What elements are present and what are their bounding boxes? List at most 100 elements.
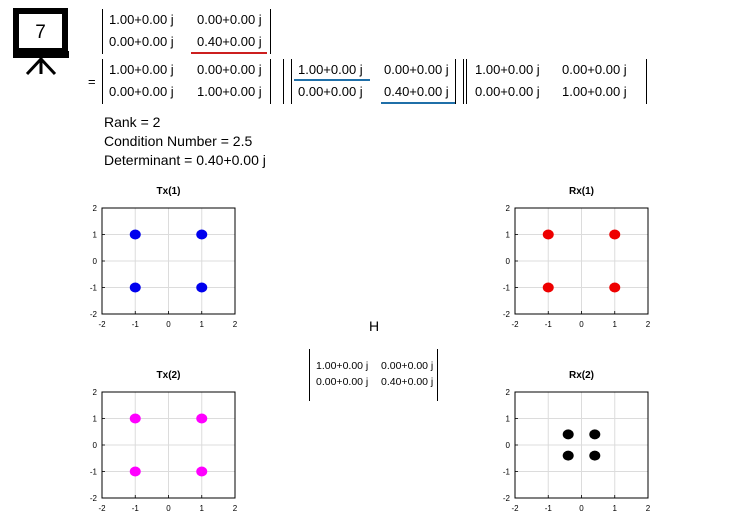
matrix-cell: 0.00+0.00 j (197, 12, 262, 27)
y-tick-label: 2 (506, 204, 511, 213)
y-tick-label: 0 (93, 257, 98, 266)
chart-tx2: Tx(2) -2 -1 0 1 2 2 1 0 -1 -2 (90, 370, 238, 513)
determinant-text: Determinant = 0.40+0.00 j (104, 152, 266, 168)
data-point (542, 229, 554, 240)
x-tick-label: 1 (613, 504, 618, 513)
data-point (609, 229, 621, 240)
matrix-cell: 0.00+0.00 j (298, 84, 363, 99)
matrix-cell: 0.40+0.00 j (197, 34, 262, 49)
y-tick-label: -2 (90, 494, 98, 503)
singular-value-underline (191, 52, 267, 54)
y-tick-label: 0 (506, 441, 511, 450)
x-tick-label: 2 (646, 504, 651, 513)
y-tick-label: -1 (90, 284, 98, 293)
x-tick-label: 0 (579, 504, 584, 513)
matrix-cell: 0.00+0.00 j (109, 34, 174, 49)
x-tick-label: 0 (166, 504, 171, 513)
chart-title: Rx(1) (569, 186, 594, 197)
chart-rx2: Rx(2) -2 -1 0 1 2 2 1 0 -1 -2 (503, 370, 651, 513)
data-point (196, 466, 208, 477)
channel-matrix-top: 1.00+0.00 j 0.00+0.00 j 0.00+0.00 j 0.40… (102, 9, 272, 54)
matrix-cell: 1.00+0.00 j (475, 62, 540, 77)
y-tick-label: 2 (93, 388, 98, 397)
data-point (129, 229, 141, 240)
chart-rx1: Rx(1) -2 -1 0 1 2 2 1 0 -1 -2 (503, 186, 651, 329)
plot-frame (101, 207, 236, 315)
x-tick-label: -1 (132, 320, 140, 329)
presentation-board-icon (13, 8, 69, 76)
data-point (609, 282, 621, 293)
x-tick-label: -1 (132, 504, 140, 513)
condition-number-text: Condition Number = 2.5 (104, 133, 253, 149)
svd-s-matrix: 1.00+0.00 j 0.00+0.00 j 0.00+0.00 j 0.40… (283, 59, 465, 104)
y-tick-label: 2 (93, 204, 98, 213)
chart-tx1: Tx(1) -2 -1 0 1 2 2 1 0 -1 -2 (90, 186, 238, 329)
svd-u-matrix: 1.00+0.00 j 0.00+0.00 j 0.00+0.00 j 1.00… (102, 59, 272, 104)
y-tick-label: 2 (506, 388, 511, 397)
y-tick-label: 1 (506, 231, 511, 240)
x-tick-label: -2 (511, 320, 519, 329)
data-point (196, 282, 208, 293)
matrix-cell: 0.00+0.00 j (475, 84, 540, 99)
plot-frame (514, 391, 649, 499)
x-tick-label: 0 (166, 320, 171, 329)
x-tick-label: 2 (233, 320, 238, 329)
singular-value-underline (381, 102, 455, 104)
y-tick-label: -2 (503, 494, 511, 503)
matrix-cell: 1.00+0.00 j (316, 360, 369, 372)
channel-matrix: 1.00+0.00 j 0.00+0.00 j 0.00+0.00 j 0.40… (309, 349, 439, 401)
x-tick-label: 1 (613, 320, 618, 329)
x-tick-label: -2 (98, 320, 106, 329)
data-point (562, 450, 574, 461)
channel-label: H (369, 318, 380, 334)
x-tick-label: -2 (98, 504, 106, 513)
y-tick-label: 1 (93, 231, 98, 240)
data-point (562, 429, 574, 440)
equals-sign: = (88, 74, 96, 89)
matrix-cell: 0.00+0.00 j (109, 84, 174, 99)
matrix-cell: 1.00+0.00 j (298, 62, 363, 77)
slide-number: 7 (35, 22, 46, 43)
svd-v-matrix: 1.00+0.00 j 0.00+0.00 j 0.00+0.00 j 1.00… (466, 59, 648, 104)
data-point (196, 413, 208, 424)
x-tick-label: 2 (646, 320, 651, 329)
y-tick-label: 1 (506, 415, 511, 424)
data-point (196, 229, 208, 240)
y-tick-label: -1 (90, 468, 98, 477)
y-tick-label: 0 (93, 441, 98, 450)
y-tick-label: 0 (506, 257, 511, 266)
data-point (129, 413, 141, 424)
rank-text: Rank = 2 (104, 114, 161, 130)
slide-badge[interactable]: 7 (12, 8, 70, 76)
chart-title: Tx(1) (157, 186, 181, 197)
x-tick-label: 2 (233, 504, 238, 513)
chart-title: Tx(2) (157, 370, 181, 381)
data-point (589, 450, 601, 461)
singular-value-underline (294, 79, 370, 81)
plot-frame (101, 391, 236, 499)
data-point (542, 282, 554, 293)
x-tick-label: 1 (200, 504, 205, 513)
matrix-cell: 0.00+0.00 j (316, 376, 369, 388)
matrix-cell: 0.00+0.00 j (384, 62, 449, 77)
x-tick-label: 1 (200, 320, 205, 329)
data-point (589, 429, 601, 440)
matrix-cell: 0.40+0.00 j (381, 376, 434, 388)
matrix-cell: 1.00+0.00 j (109, 12, 174, 27)
y-tick-label: -2 (503, 310, 511, 319)
x-tick-label: 0 (579, 320, 584, 329)
matrix-cell: 0.00+0.00 j (197, 62, 262, 77)
matrix-cell: 1.00+0.00 j (197, 84, 262, 99)
y-tick-label: -1 (503, 284, 511, 293)
matrix-info: Rank = 2 Condition Number = 2.5 Determin… (104, 113, 266, 170)
x-tick-label: -2 (511, 504, 519, 513)
data-point (129, 282, 141, 293)
x-tick-label: -1 (545, 320, 553, 329)
matrix-cell: 0.00+0.00 j (562, 62, 627, 77)
matrix-cell: 1.00+0.00 j (109, 62, 174, 77)
y-tick-label: -2 (90, 310, 98, 319)
plot-frame (514, 207, 649, 315)
y-tick-label: -1 (503, 468, 511, 477)
y-tick-label: 1 (93, 415, 98, 424)
x-tick-label: -1 (545, 504, 553, 513)
